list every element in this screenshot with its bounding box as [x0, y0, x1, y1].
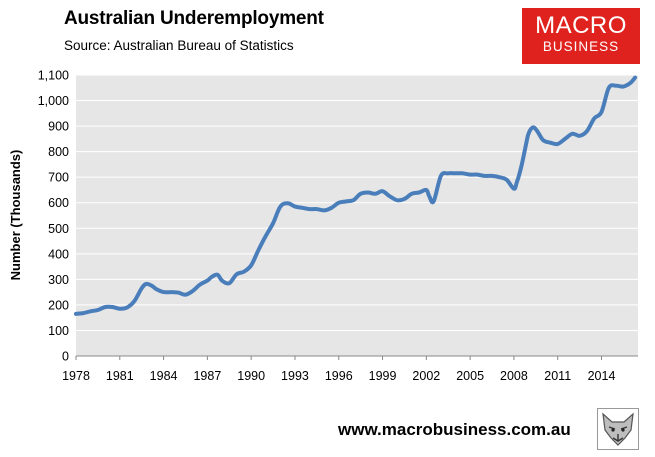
y-axis-label: Number (Thousands) — [8, 150, 23, 281]
y-tick-label: 500 — [48, 222, 69, 236]
x-tick-label: 2002 — [412, 369, 440, 383]
x-tick-label: 2011 — [544, 369, 571, 383]
y-tick-label: 200 — [48, 298, 69, 312]
x-tick-label: 1984 — [150, 369, 178, 383]
x-tick-label: 1993 — [281, 369, 309, 383]
x-tick-label: 2014 — [588, 369, 616, 383]
y-tick-label: 700 — [48, 171, 69, 185]
x-axis-ticks: 1978 1981 1984 1987 1990 1993 1996 1999 2002 2005… — [62, 355, 638, 383]
x-tick-label: 1987 — [193, 369, 221, 383]
fox-logo-icon — [597, 408, 639, 450]
chart-title: Australian Underemployment — [64, 8, 324, 29]
y-tick-label: 800 — [48, 145, 69, 159]
x-tick-label: 1990 — [237, 369, 265, 383]
footer-url: www.macrobusiness.com.au — [338, 420, 571, 439]
x-tick-label: 2005 — [456, 369, 484, 383]
y-tick-label: 900 — [48, 120, 69, 134]
y-axis-ticks: 0 100 200 300 400 500 600 700 800 900 1,000 1,100 — [38, 69, 69, 364]
x-tick-label: 1978 — [62, 369, 90, 383]
y-tick-label: 400 — [48, 247, 69, 261]
y-tick-label: 1,100 — [38, 69, 69, 83]
logo-line-2: BUSINESS — [542, 39, 620, 54]
x-tick-label: 1981 — [106, 369, 134, 383]
series-line — [74, 75, 638, 316]
x-tick-label: 1996 — [325, 369, 353, 383]
macro-business-logo: MACRO BUSINESS — [522, 8, 640, 64]
y-tick-label: 0 — [62, 350, 69, 364]
line-chart: 0 100 200 300 400 500 600 700 800 900 1,000 1,100 1… — [8, 69, 638, 383]
y-tick-label: 600 — [48, 196, 69, 210]
logo-line-1: MACRO — [535, 12, 627, 39]
plot-area — [76, 75, 638, 356]
gridlines — [76, 74, 638, 331]
x-tick-label: 2008 — [500, 369, 528, 383]
y-tick-label: 100 — [48, 324, 69, 338]
chart-subtitle: Source: Australian Bureau of Statistics — [64, 38, 294, 53]
y-tick-label: 1,000 — [38, 94, 69, 108]
x-tick-label: 1999 — [369, 369, 397, 383]
y-tick-label: 300 — [48, 273, 69, 287]
